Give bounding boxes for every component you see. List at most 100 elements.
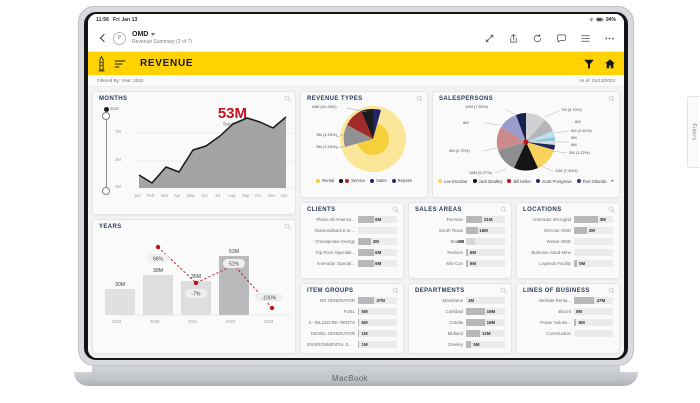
row-bar-fill: [466, 227, 478, 235]
months-plot: 53M Total 2022: [93, 103, 295, 203]
list-item[interactable]: Plains All America... 6M: [301, 214, 403, 225]
xtick: 2020: [150, 319, 160, 324]
menu-icon[interactable]: [580, 33, 591, 44]
list-item[interactable]: Amerador Microgrid 3M: [517, 214, 619, 225]
card-title-revenue-types: REVENUE TYPES: [307, 96, 363, 102]
row-bar-track: 12M: [466, 330, 505, 337]
device-brand-label: MacBook: [331, 374, 369, 383]
year-slider-knob-top[interactable]: [102, 112, 110, 120]
list-item[interactable]: FUEL 5M: [301, 306, 403, 317]
back-chevron-icon[interactable]: [97, 33, 108, 44]
legend-item[interactable]: Repairs: [391, 178, 412, 183]
list-item[interactable]: McCrae OMD 2M: [517, 225, 619, 236]
card-departments[interactable]: DEPARTMENTS Monahans 1M Carlsbad 16M Cotul…: [408, 283, 512, 354]
list-item[interactable]: Blount 0M: [517, 306, 619, 317]
zoom-icon[interactable]: [392, 287, 399, 294]
legend-item[interactable]: Scott Prosgrove: [535, 178, 572, 184]
list-item[interactable]: Wellsite Renta... 47M: [517, 295, 619, 306]
list-item[interactable]: Power Solutio... 6M: [517, 317, 619, 328]
list-item[interactable]: Amerador Operati... 6M: [301, 258, 403, 269]
list-item[interactable]: 3 - BILLED RE- RENTS 6M: [301, 317, 403, 328]
card-revenue-types[interactable]: REVENUE TYPES: [300, 91, 428, 199]
zoom-icon[interactable]: [284, 95, 291, 102]
legend-item[interactable]: Lee Escobar: [437, 179, 468, 184]
list-item[interactable]: Weber OMD: [517, 236, 619, 247]
card-years[interactable]: YEARS: [92, 219, 296, 354]
list-item[interactable]: Rockies 5M: [409, 247, 511, 258]
list-item[interactable]: Construction: [517, 328, 619, 339]
battery-percent: 94%: [605, 16, 616, 23]
salespersons-annotation-2: 6M: [575, 119, 581, 124]
legend-item[interactable]: Rod Orlando: [576, 178, 607, 184]
filters-side-tab[interactable]: Filters: [687, 96, 699, 168]
list-item[interactable]: ENVIRONMENTAL SE... 1M: [301, 339, 403, 350]
row-bar-track: 47M: [574, 297, 613, 304]
zoom-icon[interactable]: [416, 95, 423, 102]
chevron-down-icon[interactable]: [151, 33, 156, 36]
card-item-groups[interactable]: ITEM GROUPS NG GENERATOR 37M FUEL 5M 3 - B…: [300, 283, 404, 354]
list-item[interactable]: Permian 21M: [409, 214, 511, 225]
row-value: 5M: [469, 261, 476, 267]
row-label: Power Solutio...: [540, 320, 571, 325]
card-sales-areas[interactable]: SALES AREAS Permian 21M South Texas 16M Bl…: [408, 202, 512, 279]
legend-next-arrow[interactable]: ▸: [611, 178, 615, 184]
list-item[interactable]: South Texas 16M: [409, 225, 511, 236]
share-icon[interactable]: [508, 33, 519, 44]
row-bar-track: 1M: [466, 297, 505, 304]
xtick: Nov: [268, 193, 276, 198]
app-title-block[interactable]: OMD Revenue Summary (2 of 7): [132, 31, 192, 45]
row-bar-fill: [574, 227, 587, 235]
list-item[interactable]: Legends Facility 0M: [517, 258, 619, 269]
legend-item[interactable]: Jack Bradley: [472, 179, 502, 184]
refresh-icon[interactable]: [532, 33, 543, 44]
zoom-icon[interactable]: [500, 287, 507, 294]
legend-label: Scott Prosgrove: [541, 178, 572, 184]
salespersons-annotation-10: 6M: [463, 120, 469, 125]
row-value: 3M: [599, 217, 606, 223]
legend-item[interactable]: Bill Keller: [507, 179, 531, 184]
card-months[interactable]: MONTHS 53M Total 2022: [92, 91, 296, 215]
list-item[interactable]: NG GENERATOR 37M: [301, 295, 403, 306]
card-lines-of-business[interactable]: LINES OF BUSINESS Wellsite Renta... 47M B…: [516, 283, 620, 354]
list-item[interactable]: Diamondback E & ...: [301, 225, 403, 236]
zoom-icon[interactable]: [284, 223, 291, 230]
list-item[interactable]: Carlsbad 16M: [409, 306, 511, 317]
more-icon[interactable]: [604, 33, 615, 44]
card-locations[interactable]: LOCATIONS Amerador Microgrid 3M McCrae OM…: [516, 202, 620, 279]
zoom-icon[interactable]: [392, 206, 399, 213]
expand-icon[interactable]: [484, 33, 495, 44]
legend-item[interactable]: Rental: [316, 178, 334, 183]
year-slider[interactable]: 2022: [102, 106, 119, 195]
zoom-icon[interactable]: [500, 206, 507, 213]
list-item[interactable]: Blount -5M: [409, 236, 511, 247]
list-item[interactable]: Chesapeake Energy 2M: [301, 236, 403, 247]
list-item[interactable]: Greeley 5M: [409, 339, 511, 350]
card-clients[interactable]: CLIENTS Plains All America... 6M Diamondb…: [300, 202, 404, 279]
filter-lines-icon[interactable]: [114, 58, 126, 70]
zoom-icon[interactable]: [608, 287, 615, 294]
clients-list: Plains All America... 6M Diamondback E & …: [301, 214, 403, 269]
legend-item[interactable]: Sales: [370, 178, 387, 183]
status-time: 11:56: [96, 16, 110, 23]
list-item[interactable]: Midland 12M: [409, 328, 511, 339]
list-item[interactable]: Mid-Con 5M: [409, 258, 511, 269]
list-item[interactable]: Cotulla 16M: [409, 317, 511, 328]
row-bar-track: 6M: [358, 216, 397, 224]
funnel-icon[interactable]: [583, 58, 595, 70]
comment-icon[interactable]: [556, 33, 567, 44]
row-bar-track: 2M: [574, 227, 613, 235]
legend-item[interactable]: Service: [339, 178, 365, 183]
list-item[interactable]: Monahans 1M: [409, 295, 511, 306]
zoom-icon[interactable]: [608, 95, 615, 102]
list-item[interactable]: Top Rock Specialti... 6M: [301, 247, 403, 258]
list-item[interactable]: DIESEL GENERATOR 1M: [301, 328, 403, 339]
card-salespersons[interactable]: SALESPERSONS: [432, 91, 620, 199]
home-icon[interactable]: [604, 58, 616, 70]
list-item[interactable]: Burleson Sand Mine: [517, 247, 619, 258]
row-bar-track: 2M: [358, 238, 397, 246]
page-title: REVENUE: [140, 58, 194, 69]
report-header: REVENUE: [88, 52, 624, 75]
legend-label: Rod Orlando: [582, 178, 607, 184]
year-slider-knob-bottom[interactable]: [102, 187, 110, 195]
zoom-icon[interactable]: [608, 206, 615, 213]
